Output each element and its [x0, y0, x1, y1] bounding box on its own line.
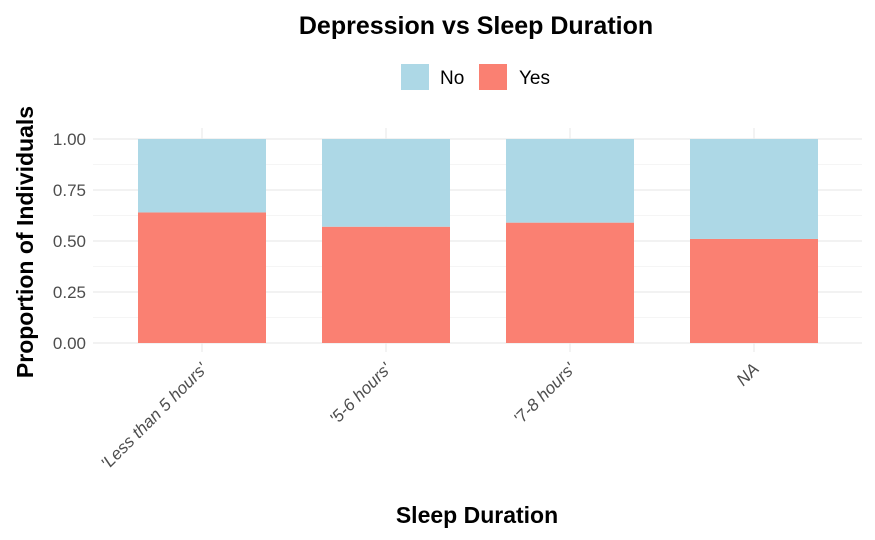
chart-title: Depression vs Sleep Duration [299, 12, 653, 40]
x-tick-label: NA [733, 359, 763, 389]
y-tick-label: 0.00 [53, 334, 86, 353]
x-tick-label: '5-6 hours' [326, 359, 395, 428]
bar-layer [138, 139, 818, 343]
bar-yes-2 [506, 222, 634, 343]
y-tick-label: 0.75 [53, 181, 86, 200]
y-axis-ticks: 0.00 0.25 0.50 0.75 1.00 [53, 130, 86, 353]
x-axis-title: Sleep Duration [396, 502, 558, 528]
x-tick-label: 'Less than 5 hours' [97, 359, 211, 473]
bar-no-3 [690, 139, 818, 239]
bar-yes-0 [138, 212, 266, 343]
bar-yes-1 [322, 226, 450, 343]
bar-no-0 [138, 139, 266, 213]
bar-yes-3 [690, 238, 818, 343]
legend: No Yes [401, 64, 550, 90]
bar-no-1 [322, 139, 450, 227]
legend-label-yes: Yes [519, 68, 550, 89]
bar-no-2 [506, 139, 634, 223]
legend-swatch-no [401, 64, 429, 90]
y-tick-label: 0.50 [53, 232, 86, 251]
x-axis-ticks: 'Less than 5 hours' '5-6 hours' '7-8 hours… [97, 359, 763, 473]
x-tick-label: '7-8 hours' [510, 359, 579, 428]
y-tick-label: 1.00 [53, 130, 86, 149]
y-axis-title: Proportion of Individuals [12, 106, 38, 378]
legend-swatch-yes [479, 64, 507, 90]
y-tick-label: 0.25 [53, 283, 86, 302]
legend-label-no: No [440, 68, 464, 89]
